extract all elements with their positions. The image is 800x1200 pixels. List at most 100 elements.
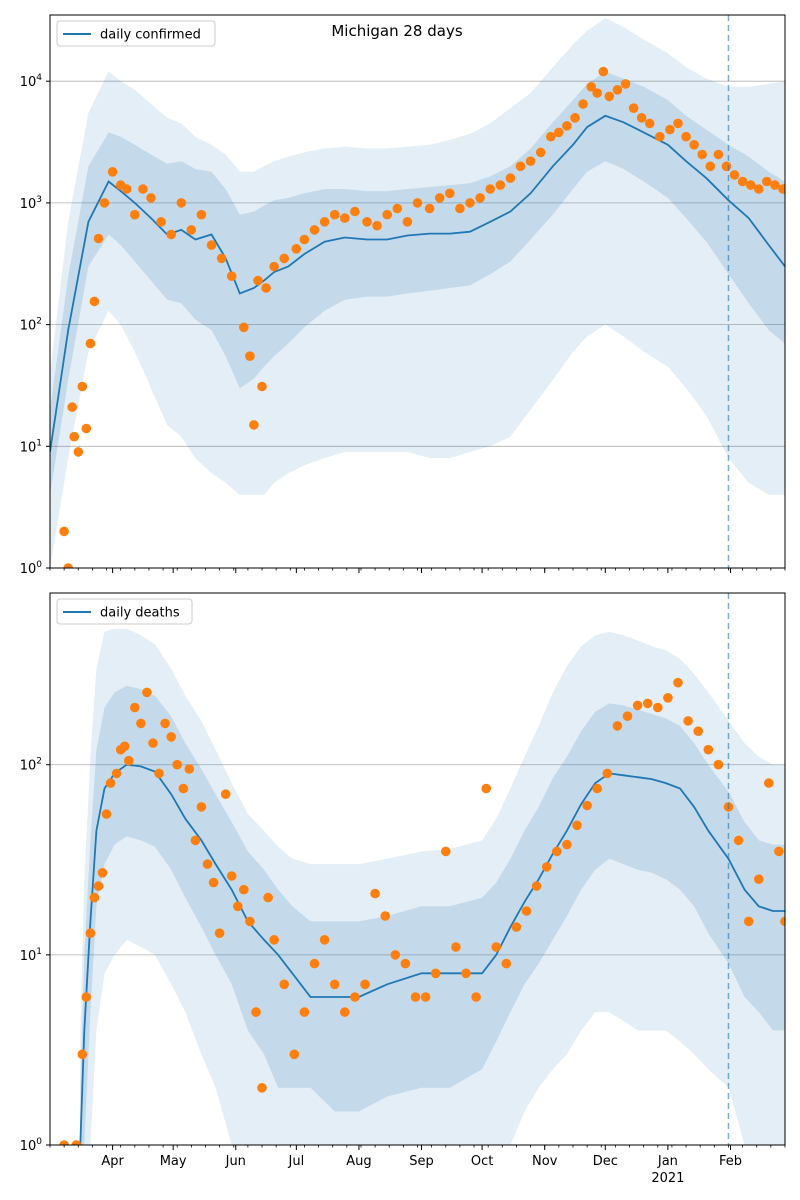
observed-point xyxy=(196,209,207,220)
observed-point xyxy=(146,193,156,203)
legend-box xyxy=(56,598,193,625)
legend-label: daily confirmed xyxy=(100,28,201,43)
x-tick-label: Sep xyxy=(409,1154,434,1169)
observed-point xyxy=(59,1140,69,1145)
observed-point xyxy=(85,338,96,349)
observed-point xyxy=(196,802,207,812)
observed-point xyxy=(471,992,481,1002)
x-tick-label: Dec xyxy=(593,1154,618,1169)
observed-point xyxy=(160,718,170,729)
observed-point xyxy=(340,1007,350,1017)
observed-point xyxy=(780,916,785,927)
x-tick-label: Aug xyxy=(346,1154,371,1169)
observed-point xyxy=(689,140,699,150)
observed-point xyxy=(63,563,73,568)
observed-point xyxy=(309,225,320,235)
observed-point xyxy=(673,118,683,129)
deaths-panel: 100 101 102 Apr May Jun Jul Aug Sep Oct Nov Dec Jan F… xyxy=(20,592,786,1186)
legend: daily deaths xyxy=(56,598,193,625)
observed-point xyxy=(154,768,164,779)
observed-point xyxy=(764,778,774,788)
observed-point xyxy=(697,149,707,160)
observed-point xyxy=(245,351,255,362)
confirmed-panel: 100 101 102 103 104 daily confirmed xyxy=(20,14,786,577)
observed-point xyxy=(257,1083,267,1093)
observed-point xyxy=(97,868,108,878)
observed-point xyxy=(430,968,441,979)
observed-point xyxy=(552,846,562,857)
observed-point xyxy=(754,184,764,194)
observed-point xyxy=(81,992,92,1002)
observed-point xyxy=(105,778,116,788)
observed-point xyxy=(289,1049,300,1060)
observed-point xyxy=(491,942,502,952)
observed-point xyxy=(73,447,84,457)
observed-point xyxy=(372,220,382,231)
observed-point xyxy=(124,755,134,766)
observed-point xyxy=(441,846,451,857)
observed-point xyxy=(400,958,411,969)
observed-point xyxy=(206,240,217,250)
observed-point xyxy=(570,113,580,123)
observed-point xyxy=(412,198,423,208)
legend-label: daily deaths xyxy=(100,606,180,621)
observed-point xyxy=(216,253,227,264)
observed-point xyxy=(713,149,724,160)
observed-point xyxy=(101,809,112,819)
observed-point xyxy=(644,118,655,129)
observed-point xyxy=(743,916,754,927)
observed-point xyxy=(683,716,693,726)
observed-point xyxy=(713,759,724,770)
observed-point xyxy=(253,275,263,286)
observed-point xyxy=(142,687,152,698)
observed-point xyxy=(130,209,140,220)
observed-point xyxy=(562,121,572,131)
y-tick-label: 102 xyxy=(20,757,42,774)
legend: daily confirmed xyxy=(56,20,216,47)
observed-point xyxy=(729,170,740,180)
observed-point xyxy=(598,66,609,77)
observed-point xyxy=(535,147,546,158)
observed-point xyxy=(77,381,88,392)
observed-point xyxy=(501,958,512,969)
observed-point xyxy=(233,901,243,912)
observed-point xyxy=(632,700,643,711)
observed-point xyxy=(778,184,785,194)
observed-point xyxy=(705,161,716,172)
observed-point xyxy=(299,1007,310,1017)
observed-point xyxy=(178,783,189,794)
observed-point xyxy=(592,783,602,794)
observed-point xyxy=(249,420,259,430)
observed-point xyxy=(166,229,176,240)
observed-point xyxy=(362,217,372,227)
observed-point xyxy=(505,173,516,183)
observed-point xyxy=(578,99,588,109)
observed-point xyxy=(166,732,176,742)
observed-point xyxy=(261,283,271,293)
observed-point xyxy=(208,877,219,888)
observed-point xyxy=(350,992,360,1002)
observed-point xyxy=(402,217,413,227)
observed-point xyxy=(420,992,431,1002)
observed-point xyxy=(721,161,732,172)
observed-point xyxy=(770,180,780,190)
observed-point xyxy=(220,789,231,799)
observed-point xyxy=(653,702,663,713)
observed-point xyxy=(136,718,146,729)
observed-point xyxy=(733,835,744,846)
observed-point xyxy=(515,161,526,172)
y-tick-label: 100 xyxy=(20,560,43,577)
observed-point xyxy=(340,213,350,223)
observed-point xyxy=(703,744,714,755)
observed-point xyxy=(107,167,118,177)
observed-point xyxy=(392,203,403,214)
observed-point xyxy=(350,206,360,217)
observed-point xyxy=(319,935,330,945)
observed-point xyxy=(77,1049,88,1060)
observed-point xyxy=(329,209,340,220)
observed-point xyxy=(636,113,647,123)
observed-point xyxy=(370,888,380,899)
observed-point xyxy=(592,88,602,98)
observed-point xyxy=(445,188,455,199)
observed-point xyxy=(226,871,237,881)
